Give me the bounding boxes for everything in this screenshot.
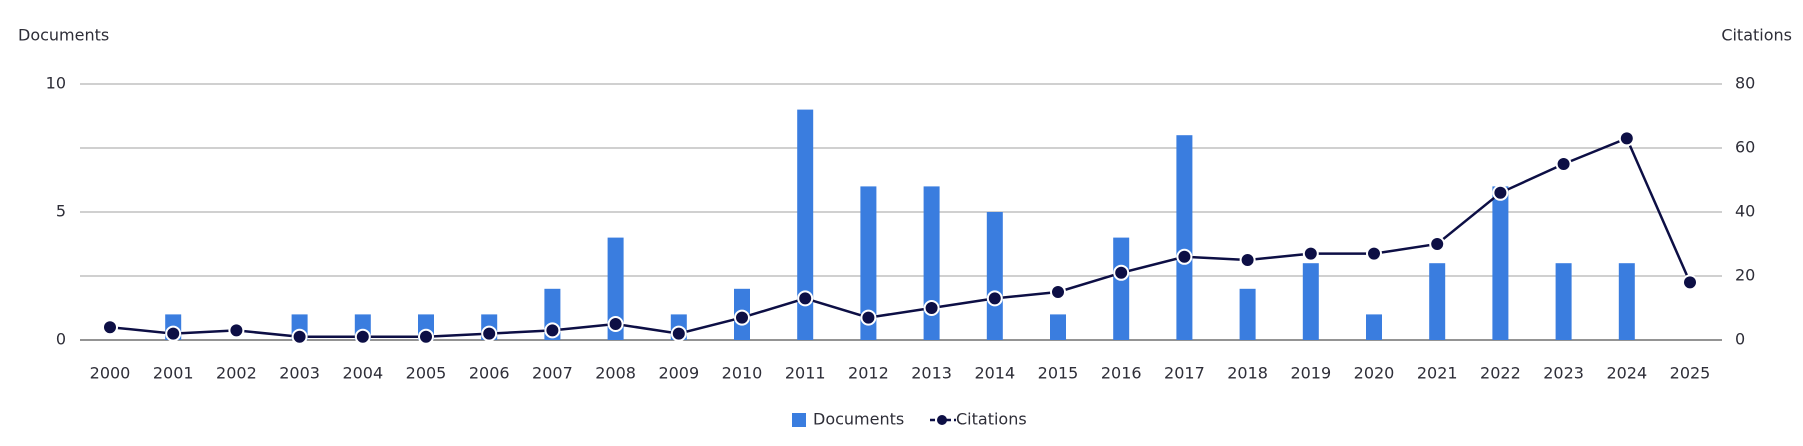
legend-label: Citations bbox=[956, 410, 1027, 429]
citation-point bbox=[481, 325, 498, 342]
x-tick-label: 2014 bbox=[974, 364, 1015, 383]
citation-point bbox=[354, 328, 371, 345]
bar bbox=[1302, 263, 1319, 340]
x-tick-label: 2010 bbox=[722, 364, 763, 383]
bar bbox=[986, 212, 1003, 340]
x-tick-label: 2016 bbox=[1101, 364, 1142, 383]
citation-point bbox=[1682, 274, 1698, 291]
x-tick-label: 2013 bbox=[911, 364, 952, 383]
citation-point bbox=[986, 290, 1003, 307]
bar bbox=[1492, 186, 1509, 340]
citation-point bbox=[860, 309, 877, 326]
x-tick-label: 2001 bbox=[153, 364, 194, 383]
y2-tick-label: 80 bbox=[1735, 74, 1755, 93]
x-tick-label: 2023 bbox=[1543, 364, 1584, 383]
citation-point bbox=[1239, 252, 1256, 268]
x-tick-label: 2019 bbox=[1290, 364, 1331, 383]
citation-point bbox=[1366, 245, 1382, 262]
y-tick-label: 10 bbox=[46, 74, 66, 93]
citation-point bbox=[1618, 130, 1635, 147]
y-tick-label: 0 bbox=[56, 330, 66, 349]
x-tick-label: 2020 bbox=[1354, 364, 1395, 383]
x-tick-label: 2022 bbox=[1480, 364, 1521, 383]
citation-point bbox=[1050, 284, 1066, 300]
y2-tick-label: 60 bbox=[1735, 138, 1755, 157]
bar bbox=[1050, 314, 1066, 340]
y-axis-title: Documents bbox=[18, 26, 109, 45]
x-tick-label: 2025 bbox=[1670, 364, 1711, 383]
bar bbox=[607, 237, 624, 340]
bar bbox=[1618, 263, 1635, 340]
bar bbox=[1555, 263, 1572, 340]
x-tick-label: 2012 bbox=[848, 364, 889, 383]
citation-point bbox=[607, 316, 624, 332]
y2-tick-label: 0 bbox=[1735, 330, 1745, 349]
citation-point bbox=[734, 309, 750, 326]
x-tick-label: 2017 bbox=[1164, 364, 1205, 383]
citation-point bbox=[1176, 248, 1193, 265]
bar bbox=[1429, 263, 1446, 340]
citation-point bbox=[102, 319, 118, 336]
x-tick-label: 2005 bbox=[406, 364, 447, 383]
citation-point bbox=[797, 290, 814, 307]
x-tick-label: 2015 bbox=[1038, 364, 1079, 383]
citation-point bbox=[291, 328, 308, 345]
citation-point bbox=[1429, 236, 1446, 252]
x-tick-label: 2024 bbox=[1606, 364, 1647, 383]
x-tick-label: 2021 bbox=[1417, 364, 1458, 383]
citation-point bbox=[1302, 245, 1319, 262]
x-tick-label: 2000 bbox=[90, 364, 131, 383]
bar bbox=[1113, 237, 1130, 340]
citation-point bbox=[1492, 184, 1509, 201]
bar bbox=[797, 109, 814, 340]
x-tick-label: 2003 bbox=[279, 364, 320, 383]
x-tick-label: 2009 bbox=[658, 364, 699, 383]
legend-swatch bbox=[937, 415, 947, 425]
legend-swatch bbox=[792, 413, 806, 427]
y2-tick-label: 40 bbox=[1735, 202, 1755, 221]
y2-tick-label: 20 bbox=[1735, 266, 1755, 285]
citation-point bbox=[418, 328, 434, 345]
citations-line bbox=[109, 136, 1692, 339]
x-tick-label: 2002 bbox=[216, 364, 257, 383]
citation-point bbox=[923, 300, 940, 316]
x-tick-label: 2004 bbox=[342, 364, 383, 383]
citation-point bbox=[544, 322, 561, 339]
x-tick-label: 2006 bbox=[469, 364, 510, 383]
citation-point bbox=[228, 322, 245, 339]
bar bbox=[860, 186, 877, 340]
citation-point bbox=[1113, 264, 1130, 281]
y2-axis-title: Citations bbox=[1721, 26, 1792, 45]
bar bbox=[1176, 135, 1193, 340]
x-tick-label: 2007 bbox=[532, 364, 573, 383]
x-tick-label: 2018 bbox=[1227, 364, 1268, 383]
citation-point bbox=[1555, 156, 1572, 172]
citation-point bbox=[165, 325, 182, 342]
bar bbox=[923, 186, 940, 340]
legend-label: Documents bbox=[813, 410, 904, 429]
bar bbox=[1239, 288, 1256, 340]
bar bbox=[1366, 314, 1382, 340]
y-tick-label: 5 bbox=[56, 202, 66, 221]
x-tick-label: 2008 bbox=[595, 364, 636, 383]
citation-point bbox=[670, 325, 687, 342]
x-tick-label: 2011 bbox=[785, 364, 826, 383]
